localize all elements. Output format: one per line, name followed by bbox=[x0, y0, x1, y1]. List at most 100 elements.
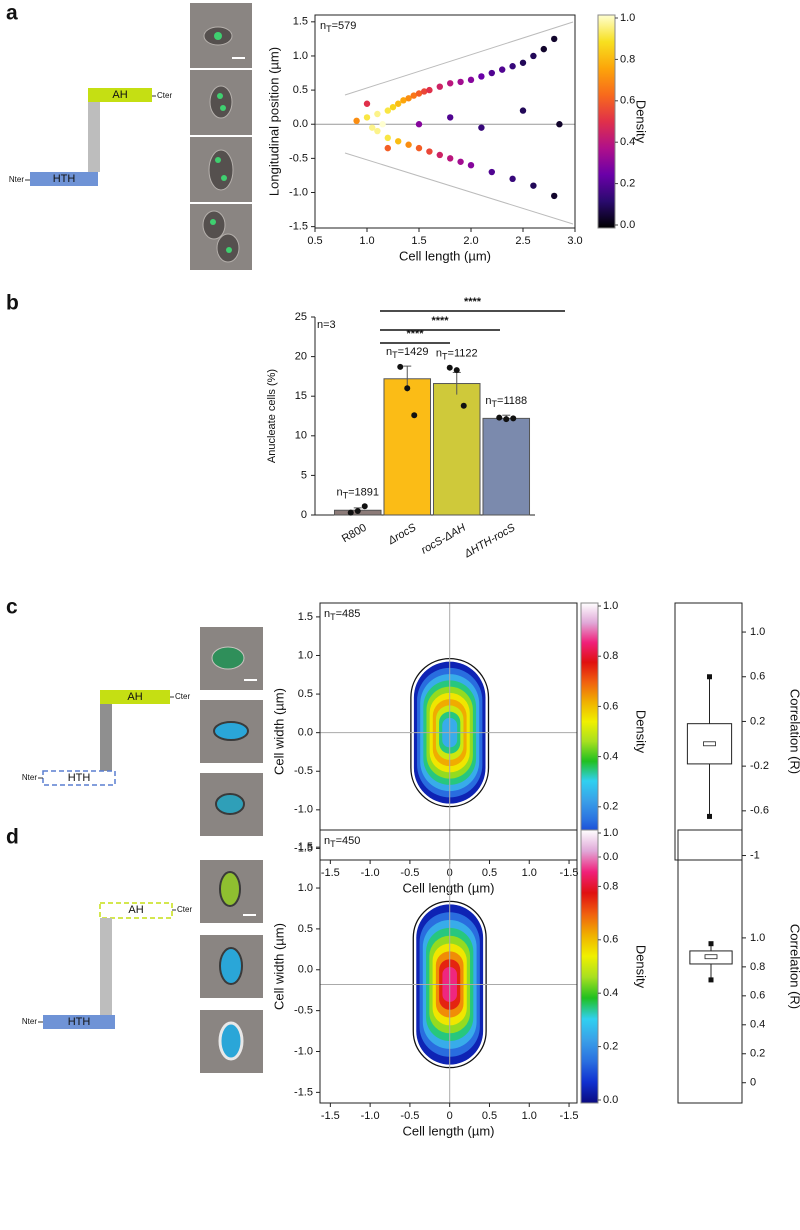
y-tick-label: 0 bbox=[301, 509, 307, 521]
significance-label: **** bbox=[431, 315, 449, 327]
y-axis-label: Anucleate cells (%) bbox=[266, 369, 278, 463]
colorbar-tick-label: 0.6 bbox=[603, 700, 618, 712]
x-tick-label: -1.5 bbox=[560, 1110, 579, 1122]
y-axis-label: Correlation (R) bbox=[788, 689, 800, 774]
focus bbox=[217, 93, 223, 99]
cell bbox=[219, 947, 243, 985]
hth-domain bbox=[43, 1015, 115, 1029]
focus bbox=[220, 105, 226, 111]
colorbar-tick-label: 0.2 bbox=[620, 178, 635, 190]
y-tick-label: 0.2 bbox=[750, 715, 765, 727]
point bbox=[436, 83, 443, 90]
replicate-point bbox=[503, 416, 510, 423]
point bbox=[540, 45, 547, 53]
n-symbol: n bbox=[324, 608, 330, 620]
x-tick-label: 1.0 bbox=[522, 867, 537, 879]
point bbox=[447, 80, 454, 87]
colorbar-tick-label: 0.8 bbox=[603, 650, 618, 662]
cell bbox=[218, 1021, 244, 1061]
y-tick-label: 1.0 bbox=[293, 50, 308, 62]
x-tick-label: 0 bbox=[447, 1110, 453, 1122]
colorbar-tick-label: 1.0 bbox=[603, 600, 618, 612]
x-tick-label: 0.5 bbox=[482, 867, 497, 879]
cell bbox=[211, 646, 245, 670]
terminus-label: Cter bbox=[175, 692, 190, 701]
bar bbox=[432, 383, 481, 516]
significance-label: **** bbox=[406, 328, 424, 340]
median bbox=[703, 741, 716, 747]
point bbox=[488, 168, 495, 176]
cell bbox=[202, 210, 226, 240]
colorbar-tick-label: 0.6 bbox=[620, 95, 635, 107]
y-tick-label: 0 bbox=[750, 1077, 756, 1089]
y-tick-label: 0.0 bbox=[293, 118, 308, 130]
point bbox=[447, 114, 454, 121]
domain-label: AH bbox=[127, 691, 142, 703]
colorbar-tick-label: 0.6 bbox=[603, 934, 618, 946]
point bbox=[389, 103, 397, 111]
point bbox=[519, 59, 527, 66]
domain-diagram: AH Cter HTH Nter bbox=[9, 88, 172, 186]
y-tick-label: -0.5 bbox=[294, 1005, 313, 1017]
n-value: =1122 bbox=[448, 348, 478, 360]
colorbar-tick-label: 0.2 bbox=[603, 1041, 618, 1053]
colorbar-tick-label: 0.0 bbox=[620, 219, 635, 231]
domain-label: HTH bbox=[68, 772, 91, 784]
median bbox=[704, 954, 718, 960]
y-tick-label: 0.0 bbox=[298, 727, 313, 739]
point bbox=[374, 127, 381, 135]
n-value: =1891 bbox=[348, 486, 379, 498]
point bbox=[415, 121, 423, 128]
point bbox=[415, 90, 423, 97]
point bbox=[426, 148, 433, 155]
point bbox=[509, 63, 516, 70]
point bbox=[369, 124, 376, 131]
n-symbol: n bbox=[320, 20, 326, 32]
point bbox=[353, 117, 360, 125]
replicate-point bbox=[411, 412, 418, 419]
point bbox=[551, 192, 558, 200]
point bbox=[509, 175, 516, 183]
hth-domain bbox=[30, 172, 98, 186]
point bbox=[405, 95, 412, 102]
replicate-point bbox=[397, 363, 404, 370]
x-tick-label: R800 bbox=[340, 522, 369, 546]
colorbar-tick-label: 0.4 bbox=[603, 751, 618, 763]
y-tick-label: 0.5 bbox=[293, 84, 308, 96]
point bbox=[384, 144, 391, 152]
cell bbox=[215, 793, 245, 815]
ah-domain bbox=[100, 690, 170, 704]
x-tick-label: 0.5 bbox=[482, 1110, 497, 1122]
terminus-label: Nter bbox=[22, 773, 37, 782]
point bbox=[551, 35, 558, 43]
n-subscript: T bbox=[326, 24, 332, 34]
point bbox=[395, 100, 402, 107]
point bbox=[426, 86, 433, 94]
n-subscript: T bbox=[330, 612, 336, 622]
n-label: nT=450 bbox=[324, 835, 360, 849]
colorbar-label: Density bbox=[634, 100, 649, 144]
point bbox=[363, 114, 371, 121]
n-subscript: T bbox=[343, 491, 349, 501]
domain-label: HTH bbox=[53, 173, 76, 185]
point bbox=[457, 78, 464, 86]
terminus-label: Nter bbox=[22, 1017, 37, 1026]
n-subscript: T bbox=[392, 350, 398, 360]
y-tick-label: 1.5 bbox=[293, 16, 308, 28]
y-tick-label: 0.5 bbox=[298, 923, 313, 935]
whisker-end bbox=[708, 941, 714, 947]
plot-frame bbox=[674, 602, 743, 861]
n-label: nT=1891 bbox=[336, 486, 379, 500]
n-label: nT=1122 bbox=[436, 348, 478, 362]
x-tick-label: 1.5 bbox=[411, 235, 426, 247]
panel-label: b bbox=[6, 292, 19, 315]
y-tick-label: 0.6 bbox=[750, 671, 765, 683]
colorbar-label: Density bbox=[634, 710, 649, 754]
x-tick-label: -1.5 bbox=[321, 1110, 340, 1122]
colorbar bbox=[580, 602, 599, 861]
n-label: nT=485 bbox=[324, 608, 360, 622]
n-symbol: n bbox=[336, 486, 342, 498]
focus bbox=[214, 32, 222, 40]
y-tick-label: 10 bbox=[295, 430, 307, 442]
point bbox=[379, 121, 386, 128]
